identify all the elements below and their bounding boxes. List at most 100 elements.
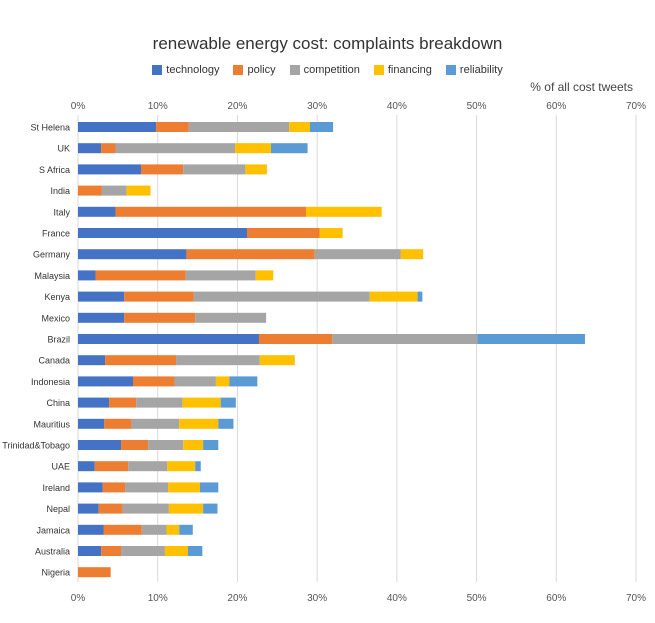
bar-segment-technology	[78, 461, 95, 472]
bar-segment-reliability	[195, 461, 201, 472]
legend-item-competition: competition	[289, 64, 360, 76]
bar-segment-reliability	[218, 418, 234, 429]
bar-segment-technology	[78, 546, 102, 556]
bar-segment-reliability	[188, 546, 203, 556]
x-tick-label-top: 40%	[387, 101, 407, 112]
category-label: Brazil	[47, 335, 70, 345]
bar-segment-technology	[78, 334, 259, 344]
legend-label-technology: technology	[166, 64, 220, 76]
bar-segment-policy	[246, 228, 320, 238]
x-tick-label-bottom: 60%	[546, 593, 566, 604]
category-label: Ireland	[42, 483, 70, 493]
legend-label-policy: policy	[247, 64, 276, 76]
bar-segment-technology	[78, 270, 96, 281]
bar-segment-financing	[305, 206, 382, 217]
legend-item-financing: financing	[373, 64, 432, 76]
legend-swatch-competition	[289, 65, 300, 75]
bar-segment-competition	[122, 503, 169, 514]
bar-segment-competition	[332, 334, 478, 344]
bar-segment-technology	[78, 291, 125, 302]
bar-segment-technology	[78, 355, 106, 366]
bar-segment-policy	[95, 270, 186, 281]
bar-segment-policy	[101, 546, 122, 556]
bar-segment-competition	[148, 440, 184, 450]
bar-segment-financing	[164, 546, 189, 556]
bar-segment-competition	[136, 397, 183, 408]
bar-segment-reliability	[179, 524, 193, 535]
legend-item-technology: technology	[152, 64, 219, 76]
category-label: China	[46, 398, 70, 408]
bar-segment-technology	[78, 249, 187, 260]
bar-segment-reliability	[309, 122, 334, 132]
bar-segment-technology	[78, 503, 99, 514]
bar-segment-reliability	[199, 482, 219, 493]
x-tick-label-top: 70%	[626, 101, 646, 112]
bar-segment-policy	[105, 355, 177, 366]
category-label: Mauritius	[33, 419, 70, 429]
bar-segment-competition	[195, 312, 267, 323]
category-label: St Helena	[30, 123, 70, 133]
bar-segment-policy	[115, 206, 306, 217]
bar-segment-policy	[140, 164, 184, 175]
category-label: Trinidad&Tobago	[2, 441, 70, 451]
bar-segment-financing	[289, 122, 310, 132]
x-tick-label-top: 20%	[227, 101, 247, 112]
x-tick-label-bottom: 40%	[387, 593, 407, 604]
bar-segment-policy	[94, 461, 129, 472]
legend-swatch-reliability	[445, 65, 456, 75]
bar-segment-competition	[193, 291, 370, 302]
chart-legend: technology policy competition financing …	[0, 64, 655, 76]
x-tick-label-top: 30%	[307, 101, 327, 112]
bar-segment-competition	[185, 270, 256, 281]
bar-segment-competition	[141, 524, 167, 535]
category-label: Australia	[35, 547, 70, 557]
bar-segment-competition	[101, 185, 127, 196]
bar-segment-policy	[124, 291, 194, 302]
bar-segment-technology	[78, 122, 157, 132]
bar-segment-policy	[133, 376, 175, 387]
legend-item-policy: policy	[233, 64, 276, 76]
bar-segment-financing	[259, 355, 295, 366]
legend-label-financing: financing	[387, 64, 432, 76]
bar-segment-financing	[167, 461, 196, 472]
x-tick-label-bottom: 30%	[307, 593, 327, 604]
legend-swatch-financing	[373, 65, 384, 75]
x-tick-label-top: 60%	[546, 101, 566, 112]
bar-segment-technology	[78, 376, 134, 387]
bar-segment-reliability	[203, 440, 219, 450]
bar-segment-technology	[78, 206, 116, 217]
x-tick-label-top: 10%	[148, 101, 168, 112]
bar-segment-policy	[103, 524, 142, 535]
bar-segment-technology	[78, 440, 122, 450]
chart-title: renewable energy cost: complaints breakd…	[152, 34, 503, 53]
category-label: UAE	[51, 462, 70, 472]
legend-label-competition: competition	[303, 64, 360, 76]
x-tick-label-bottom: 0%	[71, 593, 86, 604]
x-axis-title: % of all cost tweets	[530, 80, 633, 94]
legend-item-reliability: reliability	[445, 64, 503, 76]
bar-segment-financing	[245, 164, 267, 175]
bar-segment-policy	[78, 567, 111, 578]
bar-segment-competition	[115, 143, 236, 154]
bar-segment-financing	[183, 440, 204, 450]
bar-segment-reliability	[220, 397, 236, 408]
bar-segment-policy	[124, 312, 196, 323]
bar-segment-financing	[255, 270, 274, 281]
category-label: Kenya	[44, 292, 70, 302]
bar-segment-technology	[78, 397, 110, 408]
category-label: France	[42, 229, 70, 239]
category-label: Germany	[33, 250, 71, 260]
category-label: Mexico	[41, 313, 70, 323]
category-label: Nigeria	[41, 568, 70, 578]
bar-segment-competition	[174, 376, 216, 387]
category-label: Italy	[53, 207, 70, 217]
bar-segment-technology	[78, 228, 247, 238]
bar-segment-financing	[182, 397, 221, 408]
bar-segment-competition	[128, 461, 168, 472]
bar-segment-technology	[78, 418, 105, 429]
bar-segment-financing	[400, 249, 424, 260]
bar-segment-technology	[78, 164, 141, 175]
x-tick-label-top: 50%	[467, 101, 487, 112]
x-tick-label-bottom: 50%	[467, 593, 487, 604]
bar-segment-competition	[188, 122, 290, 132]
